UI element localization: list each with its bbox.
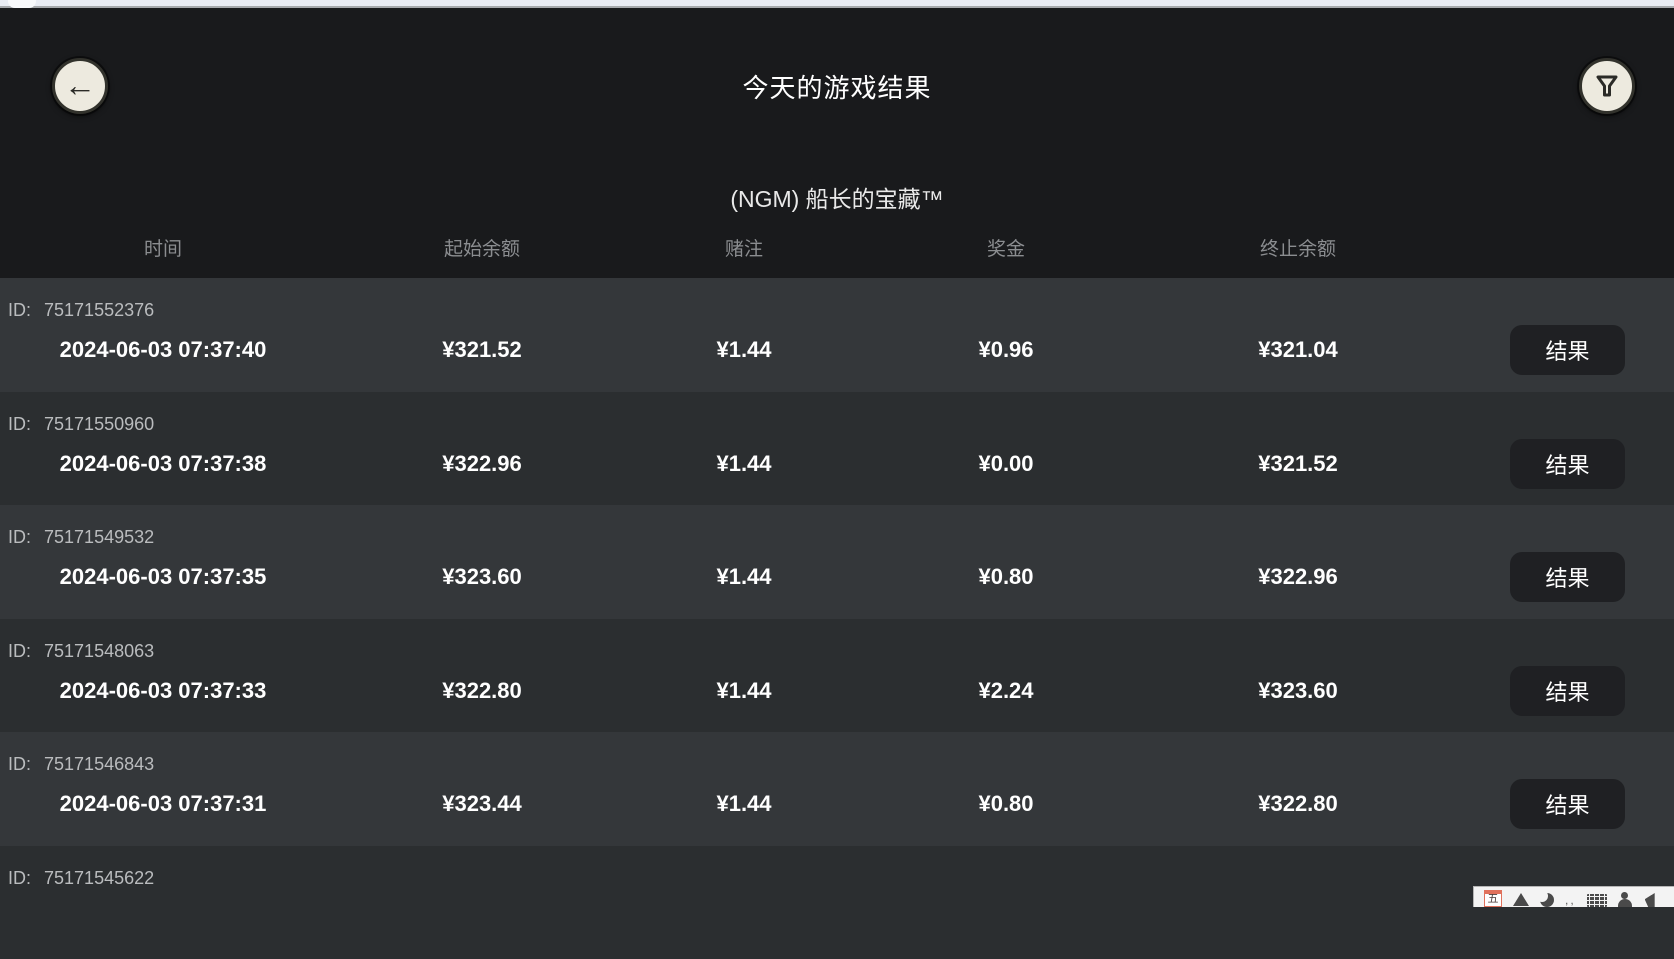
user-icon[interactable] (1618, 890, 1632, 907)
row-id-label: ID: (8, 641, 31, 661)
row-start-balance: ¥323.44 (326, 791, 638, 817)
row-end-balance: ¥321.04 (1162, 337, 1434, 363)
column-header-prize: 奖金 (850, 238, 1162, 262)
row-prize: ¥0.80 (850, 791, 1162, 817)
shape-toggle-icon[interactable] (1513, 893, 1529, 906)
results-list: ID: 75171552376 2024-06-03 07:37:40 ¥321.… (0, 278, 1674, 959)
row-start-balance: ¥321.52 (326, 337, 638, 363)
row-end-balance: ¥321.52 (1162, 451, 1434, 477)
table-row: ID: 75171550960 2024-06-03 07:37:38 ¥322.… (0, 392, 1674, 506)
row-time: 2024-06-03 07:37:31 (0, 791, 326, 817)
row-id-label: ID: (8, 754, 31, 774)
punctuation-icon[interactable]: ,, (1565, 893, 1576, 907)
table-header-row: 时间 起始余额 赌注 奖金 终止余额 (0, 238, 1674, 262)
row-prize: ¥2.24 (850, 678, 1162, 704)
row-bet: ¥1.44 (638, 678, 850, 704)
row-start-balance: ¥322.80 (326, 678, 638, 704)
row-prize: ¥0.96 (850, 337, 1162, 363)
partial-tool-icon[interactable] (1645, 893, 1655, 907)
row-bet: ¥1.44 (638, 564, 850, 590)
row-time: 2024-06-03 07:37:33 (0, 678, 326, 704)
row-id-value: 75171548063 (44, 641, 154, 661)
row-end-balance: ¥322.96 (1162, 564, 1434, 590)
row-id-label: ID: (8, 527, 31, 547)
row-start-balance: ¥323.60 (326, 564, 638, 590)
filter-button[interactable] (1579, 58, 1635, 114)
row-id-value: 75171546843 (44, 754, 154, 774)
row-id-value: 75171545622 (44, 868, 154, 888)
row-prize: ¥0.00 (850, 451, 1162, 477)
soft-keyboard-icon[interactable] (1587, 894, 1607, 907)
ime-language-toolbar: 五 ,, (1473, 886, 1674, 907)
result-button[interactable]: 结果 (1510, 552, 1625, 602)
row-start-balance: ¥322.96 (326, 451, 638, 477)
row-time: 2024-06-03 07:37:35 (0, 564, 326, 590)
table-row: ID: 75171545622 (0, 846, 1674, 959)
funnel-icon (1594, 73, 1620, 99)
column-header-end-balance: 终止余额 (1162, 238, 1434, 262)
table-row: ID: 75171548063 2024-06-03 07:37:33 ¥322.… (0, 619, 1674, 733)
result-button[interactable]: 结果 (1510, 666, 1625, 716)
fullwidth-halfwidth-icon[interactable] (1540, 893, 1554, 907)
wubi-input-method-icon[interactable]: 五 (1484, 890, 1502, 907)
page-title: 今天的游戏结果 (0, 72, 1674, 105)
browser-tab-remnant (8, 0, 36, 8)
row-id-value: 75171549532 (44, 527, 154, 547)
table-row: ID: 75171552376 2024-06-03 07:37:40 ¥321.… (0, 278, 1674, 392)
row-prize: ¥0.80 (850, 564, 1162, 590)
row-bet: ¥1.44 (638, 791, 850, 817)
table-row: ID: 75171549532 2024-06-03 07:37:35 ¥323.… (0, 505, 1674, 619)
table-row: ID: 75171546843 2024-06-03 07:37:31 ¥323.… (0, 732, 1674, 846)
row-id-label: ID: (8, 300, 31, 320)
row-id-value: 75171552376 (44, 300, 154, 320)
row-end-balance: ¥322.80 (1162, 791, 1434, 817)
row-bet: ¥1.44 (638, 451, 850, 477)
row-bet: ¥1.44 (638, 337, 850, 363)
row-id-label: ID: (8, 868, 31, 888)
row-time: 2024-06-03 07:37:38 (0, 451, 326, 477)
column-header-time: 时间 (0, 238, 326, 262)
row-end-balance: ¥323.60 (1162, 678, 1434, 704)
column-header-bet: 赌注 (638, 238, 850, 262)
column-header-start-balance: 起始余额 (326, 238, 638, 262)
row-id-label: ID: (8, 414, 31, 434)
result-button[interactable]: 结果 (1510, 439, 1625, 489)
game-title: (NGM) 船长的宝藏™ (0, 184, 1674, 214)
row-id-value: 75171550960 (44, 414, 154, 434)
result-button[interactable]: 结果 (1510, 779, 1625, 829)
result-button[interactable]: 结果 (1510, 325, 1625, 375)
row-time: 2024-06-03 07:37:40 (0, 337, 326, 363)
column-header-actions (1434, 238, 1674, 262)
browser-edge-strip (0, 0, 1674, 8)
